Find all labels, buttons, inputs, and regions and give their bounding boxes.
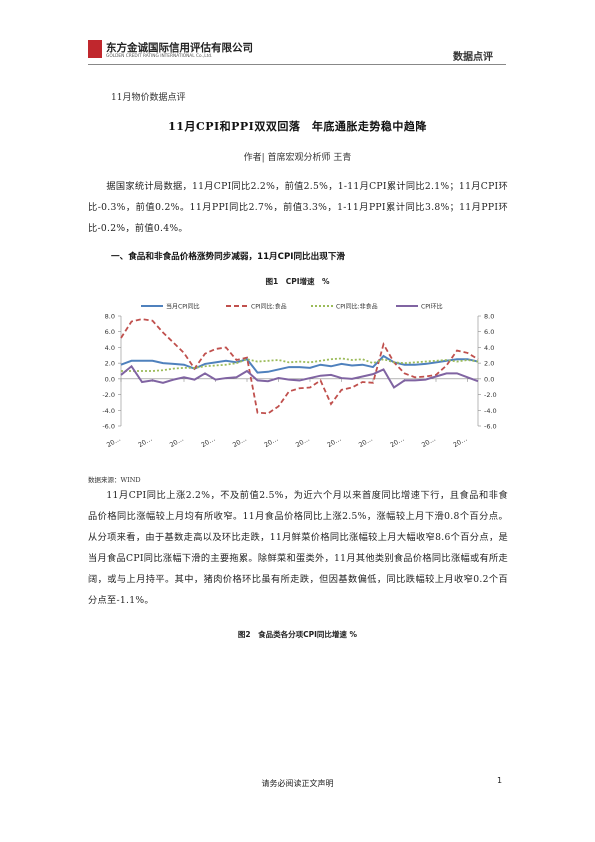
y-tick-label: 0.0	[105, 375, 115, 383]
y2-tick-label: 0.0	[484, 375, 494, 383]
x-tick-label: 20…	[294, 435, 311, 449]
legend-label: CPI同比:非食品	[336, 303, 378, 311]
y-tick-label: 8.0	[105, 313, 115, 321]
y2-tick-label: -4.0	[484, 407, 497, 415]
legend-label: CPI环比	[421, 303, 443, 311]
footer-notice: 请务必阅读正文声明	[261, 779, 334, 788]
section-heading: 一、食品和非食品价格涨势同步减弱，11月CPI同比出现下滑	[111, 252, 346, 262]
y-tick-label: -4.0	[102, 407, 115, 415]
series-line	[120, 354, 479, 374]
series-line	[120, 364, 479, 389]
y2-tick-label: 4.0	[484, 344, 494, 352]
y2-tick-label: -2.0	[484, 391, 497, 399]
x-tick-label: 20…	[326, 435, 343, 449]
kicker: 11月物价数据点评	[111, 93, 186, 103]
figure-caption: 图1 CPI增速 %	[265, 277, 330, 286]
legend-label: 当月CPI同比	[166, 303, 200, 311]
figure-caption: 图2 食品类各分项CPI同比增速 %	[237, 630, 358, 639]
x-tick-label: 20…	[168, 435, 185, 449]
author: 作者| 首席宏观分析师 王青	[243, 153, 352, 163]
y2-tick-label: -6.0	[484, 423, 497, 431]
x-tick-label: 20…	[200, 435, 217, 449]
x-tick-label: 20…	[357, 435, 374, 449]
y-tick-label: 2.0	[105, 360, 115, 368]
x-tick-label: 20…	[263, 435, 280, 449]
x-tick-label: 20…	[452, 435, 469, 449]
series-line	[120, 318, 479, 415]
header-rule	[88, 64, 506, 65]
company-en: GOLDEN CREDIT RATING INTERNATIONAL Co.,L…	[106, 54, 213, 59]
paragraph: 11月CPI同比上涨2.2%，不及前值2.5%，为近六个月以来首度同比增速下行，…	[88, 490, 508, 606]
y-tick-label: 4.0	[105, 344, 115, 352]
y-tick-label: -6.0	[102, 423, 115, 431]
doc-title: 11月CPI和PPI双双回落 年底通胀走势稳中趋降	[168, 120, 427, 133]
chart: -6.0 -4.0 -2.0 0.0 2.0 4.0 6.0 8.0 -6.0 -4.0 -2.0 0…	[102, 303, 497, 450]
y2-tick-label: 6.0	[484, 328, 494, 336]
x-tick-label: 20…	[231, 435, 248, 449]
source-note: 数据来源：WIND	[88, 476, 141, 484]
y2-tick-label: 2.0	[484, 360, 494, 368]
page-number: 1	[497, 776, 503, 785]
x-tick-label: 20…	[420, 435, 437, 449]
series-line	[121, 357, 479, 372]
y2-tick-label: 8.0	[484, 313, 494, 321]
x-tick-label: 20…	[105, 435, 122, 449]
y-tick-label: 6.0	[105, 328, 115, 336]
logo-mark	[88, 40, 102, 58]
section-label: 数据点评	[453, 52, 493, 63]
company-name: 东方金诚国际信用评估有限公司	[106, 42, 253, 54]
y-tick-label: -2.0	[102, 391, 115, 399]
x-tick-label: 20…	[137, 435, 154, 449]
x-tick-label: 20…	[389, 435, 406, 449]
paragraph: 据国家统计局数据，11月CPI同比2.2%，前值2.5%，1-11月CPI累计同…	[88, 181, 508, 234]
legend-label: CPI同比:食品	[251, 303, 287, 311]
